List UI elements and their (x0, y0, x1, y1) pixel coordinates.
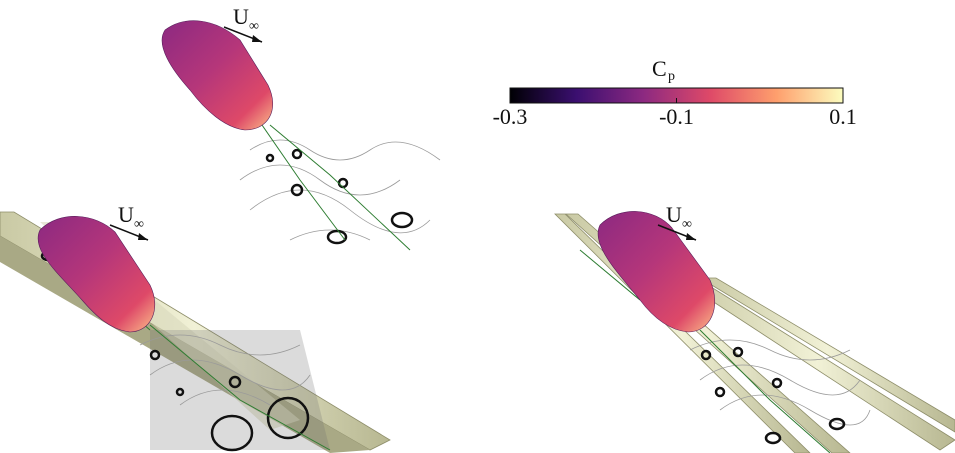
colorbar-title: C (652, 56, 667, 81)
vehicle-bodies (37, 20, 715, 333)
velocity-symbol: U (233, 4, 249, 29)
velocity-symbol: U (118, 202, 134, 227)
colorbar: C p -0.3 -0.1 0.1 (493, 56, 857, 129)
colorbar-tick-label: 0.1 (829, 104, 857, 129)
velocity-subscript: ∞ (249, 19, 259, 34)
freestream-label: U ∞ U ∞ U ∞ (109, 4, 697, 241)
velocity-symbol: U (666, 202, 682, 227)
streamlines (69, 124, 871, 453)
colorbar-tick-label: -0.3 (493, 104, 528, 129)
velocity-subscript: ∞ (134, 217, 144, 232)
colorbar-subscript: p (668, 69, 675, 84)
colorbar-tick-label: -0.1 (659, 104, 694, 129)
velocity-subscript: ∞ (682, 217, 692, 232)
